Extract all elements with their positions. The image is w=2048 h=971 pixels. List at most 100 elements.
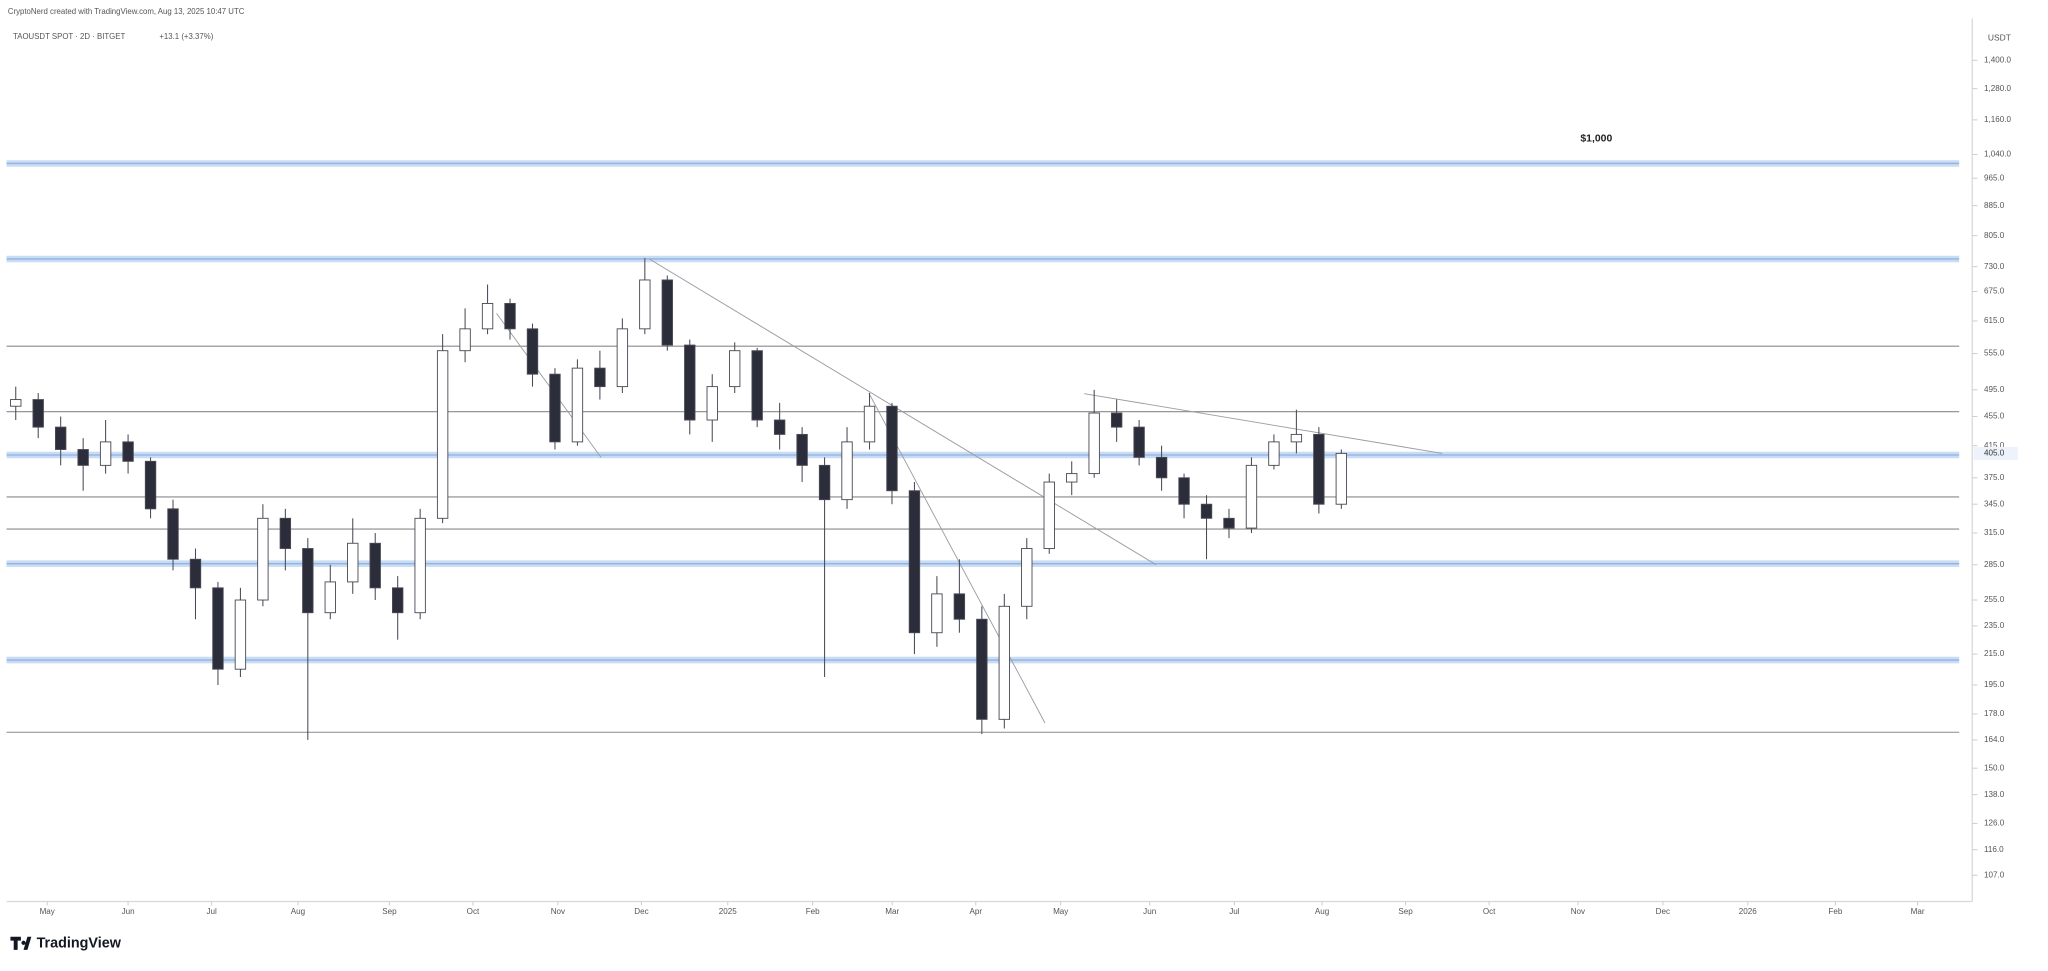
candle bbox=[841, 427, 853, 509]
x-tick-label: May bbox=[40, 907, 56, 916]
candle-body bbox=[886, 405, 898, 492]
y-tick-label: 126.0 bbox=[1984, 819, 2005, 828]
annotation: $1,000 bbox=[1580, 134, 1612, 145]
candle bbox=[1133, 420, 1145, 466]
candle bbox=[729, 342, 741, 394]
candle-body bbox=[481, 303, 494, 330]
candle bbox=[459, 308, 471, 363]
y-tick-label: 107.0 bbox=[1984, 870, 2005, 879]
candle bbox=[1245, 457, 1258, 534]
x-tick-label: Oct bbox=[467, 907, 480, 916]
y-tick-label: 965.0 bbox=[1984, 173, 2005, 182]
x-tick-label: Jun bbox=[122, 907, 135, 916]
candle-body bbox=[616, 328, 629, 388]
candle-body bbox=[347, 542, 359, 583]
candle bbox=[279, 508, 292, 571]
candle bbox=[863, 393, 876, 450]
candle bbox=[908, 482, 921, 655]
candle-body bbox=[953, 593, 966, 620]
candle bbox=[1335, 449, 1348, 509]
candle-body bbox=[594, 367, 606, 388]
y-tick-label: 805.0 bbox=[1984, 231, 2005, 240]
y-tick-label: 730.0 bbox=[1984, 262, 2005, 271]
x-tick-label: Oct bbox=[1483, 907, 1496, 916]
candle-body bbox=[54, 426, 67, 450]
x-tick-label: Nov bbox=[1571, 907, 1586, 916]
candle bbox=[302, 538, 314, 740]
x-tick-label: Mar bbox=[885, 907, 899, 916]
candle bbox=[54, 416, 67, 466]
y-tick-label: 235.0 bbox=[1984, 621, 2005, 630]
y-tick-label: 315.0 bbox=[1984, 528, 2005, 537]
candle bbox=[1021, 538, 1033, 620]
x-tick-label: Jun bbox=[1143, 907, 1156, 916]
candle-body bbox=[998, 605, 1010, 720]
candle bbox=[594, 350, 606, 400]
candle bbox=[773, 402, 786, 450]
candle-body bbox=[863, 405, 876, 443]
candle bbox=[347, 518, 359, 594]
trendline bbox=[496, 313, 602, 458]
candle bbox=[99, 420, 112, 474]
candle-body bbox=[729, 350, 741, 388]
candle-body bbox=[706, 386, 718, 421]
y-tick-label: 255.0 bbox=[1984, 595, 2005, 604]
candle-body bbox=[796, 433, 808, 466]
trendline bbox=[868, 392, 1046, 724]
candle-body bbox=[122, 441, 134, 462]
y-tick-label: 164.0 bbox=[1984, 735, 2005, 744]
candle-body bbox=[1043, 481, 1055, 549]
brand-name: TradingView bbox=[37, 936, 122, 952]
candle-body bbox=[571, 367, 584, 443]
y-tick-label: 675.0 bbox=[1984, 287, 2005, 296]
candle bbox=[751, 347, 763, 428]
candle-body bbox=[661, 279, 673, 346]
credit: CryptoNerd created with TradingView.com,… bbox=[8, 7, 245, 16]
candle bbox=[324, 564, 336, 620]
candle bbox=[257, 504, 269, 607]
x-tick-label: Aug bbox=[1315, 907, 1329, 916]
y-tick-label: 615.0 bbox=[1984, 316, 2005, 325]
candle bbox=[616, 318, 629, 394]
x-tick-label: Sep bbox=[382, 907, 397, 916]
candle bbox=[953, 559, 966, 633]
candle bbox=[1223, 508, 1235, 539]
candle bbox=[684, 339, 696, 435]
candle bbox=[10, 386, 22, 421]
candle-body bbox=[459, 328, 471, 352]
candle bbox=[1043, 473, 1055, 554]
candle bbox=[706, 374, 718, 442]
candle bbox=[818, 457, 831, 678]
candle-body bbox=[1088, 412, 1100, 475]
y-tick-label: 1,280.0 bbox=[1984, 84, 2011, 93]
candle-body bbox=[1268, 441, 1280, 466]
candle-body bbox=[257, 517, 269, 601]
last-price-box bbox=[1973, 446, 2018, 460]
candle bbox=[212, 581, 224, 686]
x-tick-label: Feb bbox=[1828, 907, 1842, 916]
candle-body bbox=[1313, 433, 1325, 505]
x-tick-label: 2025 bbox=[719, 907, 737, 916]
x-tick-label: Dec bbox=[634, 907, 648, 916]
candle bbox=[504, 298, 516, 340]
y-tick-label: 885.0 bbox=[1984, 201, 2005, 210]
symbol-title: TAOUSDT SPOT · 2D · BITGET bbox=[13, 32, 125, 41]
candle-body bbox=[234, 599, 247, 670]
candle bbox=[1110, 399, 1123, 442]
trendline bbox=[649, 258, 1157, 566]
candle-body bbox=[189, 558, 202, 589]
candle-body bbox=[436, 350, 449, 519]
candle bbox=[571, 359, 584, 446]
candle bbox=[122, 434, 134, 474]
candle bbox=[234, 587, 247, 678]
last-price-label: 405.0 bbox=[1984, 449, 2005, 458]
candle-body bbox=[1066, 473, 1078, 483]
x-tick-label: Dec bbox=[1656, 907, 1670, 916]
candle-body bbox=[751, 350, 763, 421]
candle-body bbox=[302, 548, 314, 614]
candle bbox=[369, 533, 381, 601]
candle-body bbox=[1223, 517, 1235, 529]
candle-body bbox=[279, 517, 292, 549]
candle-body bbox=[639, 279, 651, 330]
